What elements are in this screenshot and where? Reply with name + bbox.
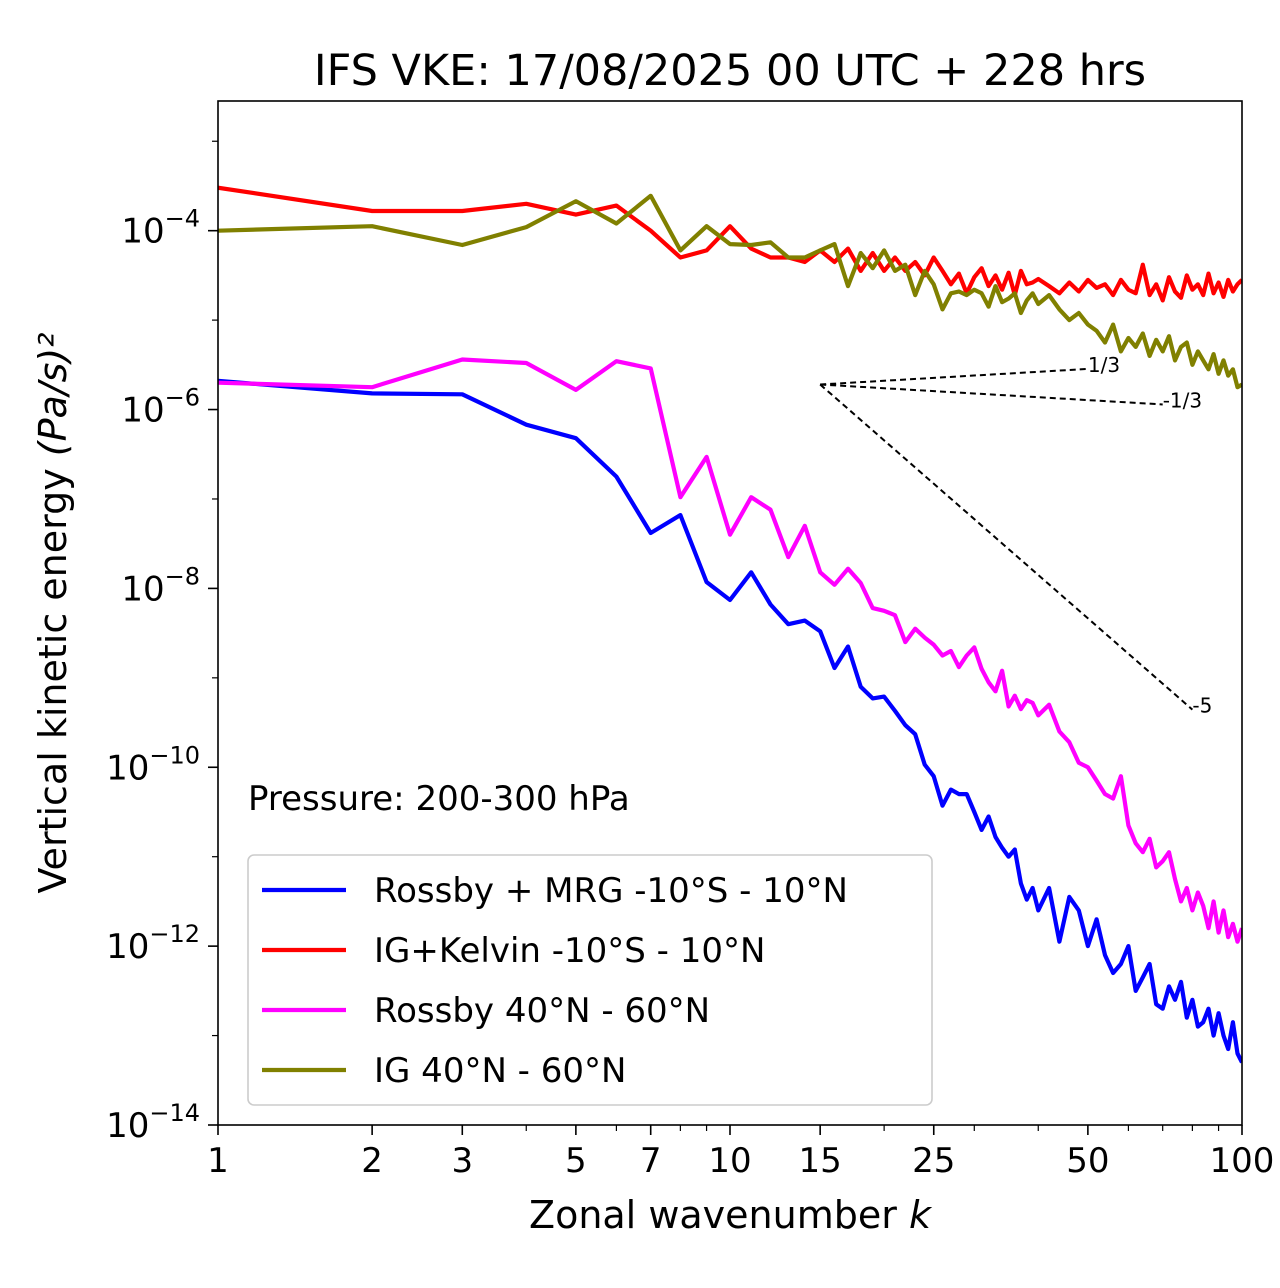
y-tick-label: 10−4: [121, 205, 200, 252]
legend: Rossby + MRG -10°S - 10°N IG+Kelvin -10°S…: [247, 854, 933, 1106]
y-tick-label: 10−8: [121, 562, 200, 609]
series-line-0: [218, 378, 1242, 1064]
legend-box: [247, 854, 933, 1106]
x-tick-label: 7: [640, 1141, 662, 1181]
x-tick-label: 3: [451, 1141, 473, 1181]
legend-label-3: IG 40°N - 60°N: [374, 1051, 626, 1091]
y-tick-label: 10−14: [106, 1099, 200, 1146]
y-axis-ticks: 10−14 10−12 10−10 10−8 10−6 10−4: [106, 140, 218, 1146]
x-tick-label: 25: [912, 1141, 955, 1181]
series-line-3: [218, 193, 1242, 390]
reference-slope-label-1: -1/3: [1163, 388, 1202, 412]
reference-slope-label-0: 1/3: [1088, 353, 1120, 377]
chart-title: IFS VKE: 17/08/2025 00 UTC + 228 hrs: [314, 46, 1146, 96]
y-tick-label: 10−12: [106, 920, 200, 967]
series-layer: [218, 185, 1242, 1064]
x-tick-label: 5: [565, 1141, 587, 1181]
reference-slope-line-1: [820, 383, 1163, 406]
legend-label-0: Rossby + MRG -10°S - 10°N: [374, 871, 848, 911]
x-tick-label: 50: [1066, 1141, 1109, 1181]
reference-slope-line-0: [820, 367, 1088, 386]
x-tick-label: 2: [361, 1141, 383, 1181]
reference-slope-line-2: [819, 383, 1194, 711]
reference-slope-label-2: -5: [1192, 694, 1212, 718]
y-axis-label-units: (Pa/s)²: [31, 333, 75, 457]
x-tick-label: 10: [708, 1141, 751, 1181]
x-axis-label-var: k: [909, 1193, 933, 1237]
x-axis-label: Zonal wavenumber k: [529, 1193, 933, 1237]
x-axis-ticks: 1 2 3 5 7 10 15 25 50 100: [207, 1125, 1274, 1181]
y-axis-label-text: Vertical kinetic energy: [31, 468, 75, 893]
x-tick-label: 1: [207, 1141, 229, 1181]
x-tick-label: 100: [1210, 1141, 1275, 1181]
legend-label-2: Rossby 40°N - 60°N: [374, 991, 710, 1031]
x-axis-label-text: Zonal wavenumber: [529, 1193, 897, 1237]
y-axis-label: Vertical kinetic energy (Pa/s)²: [31, 333, 75, 894]
x-tick-label: 15: [799, 1141, 842, 1181]
pressure-annotation: Pressure: 200-300 hPa: [248, 779, 630, 819]
series-line-2: [218, 357, 1242, 944]
y-tick-label: 10−10: [106, 741, 200, 788]
series-line-1: [218, 185, 1242, 303]
reference-slopes: 1/3 -1/3 -5: [819, 353, 1212, 718]
legend-label-1: IG+Kelvin -10°S - 10°N: [374, 931, 765, 971]
y-tick-label: 10−6: [121, 384, 200, 431]
